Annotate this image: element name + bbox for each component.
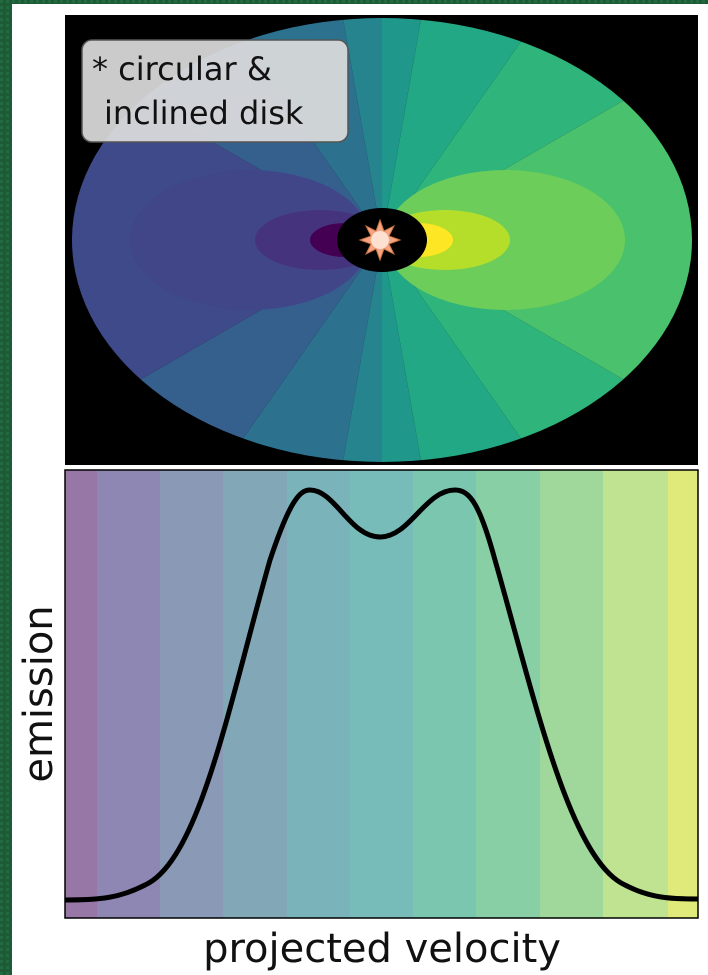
page: * circular & inclined disk emission proj…	[0, 0, 708, 975]
stripe	[97, 470, 160, 918]
stripe	[413, 470, 476, 918]
figure: * circular & inclined disk emission proj…	[0, 0, 708, 975]
stripe	[160, 470, 223, 918]
stripe	[668, 470, 698, 918]
x-axis-label: projected velocity	[203, 926, 561, 972]
stripe	[65, 470, 97, 918]
legend-text: * circular &	[92, 50, 272, 88]
legend-text: inclined disk	[104, 94, 304, 132]
stripe	[287, 470, 350, 918]
stripe	[603, 470, 668, 918]
star	[360, 220, 400, 260]
y-axis-label: emission	[16, 605, 62, 782]
